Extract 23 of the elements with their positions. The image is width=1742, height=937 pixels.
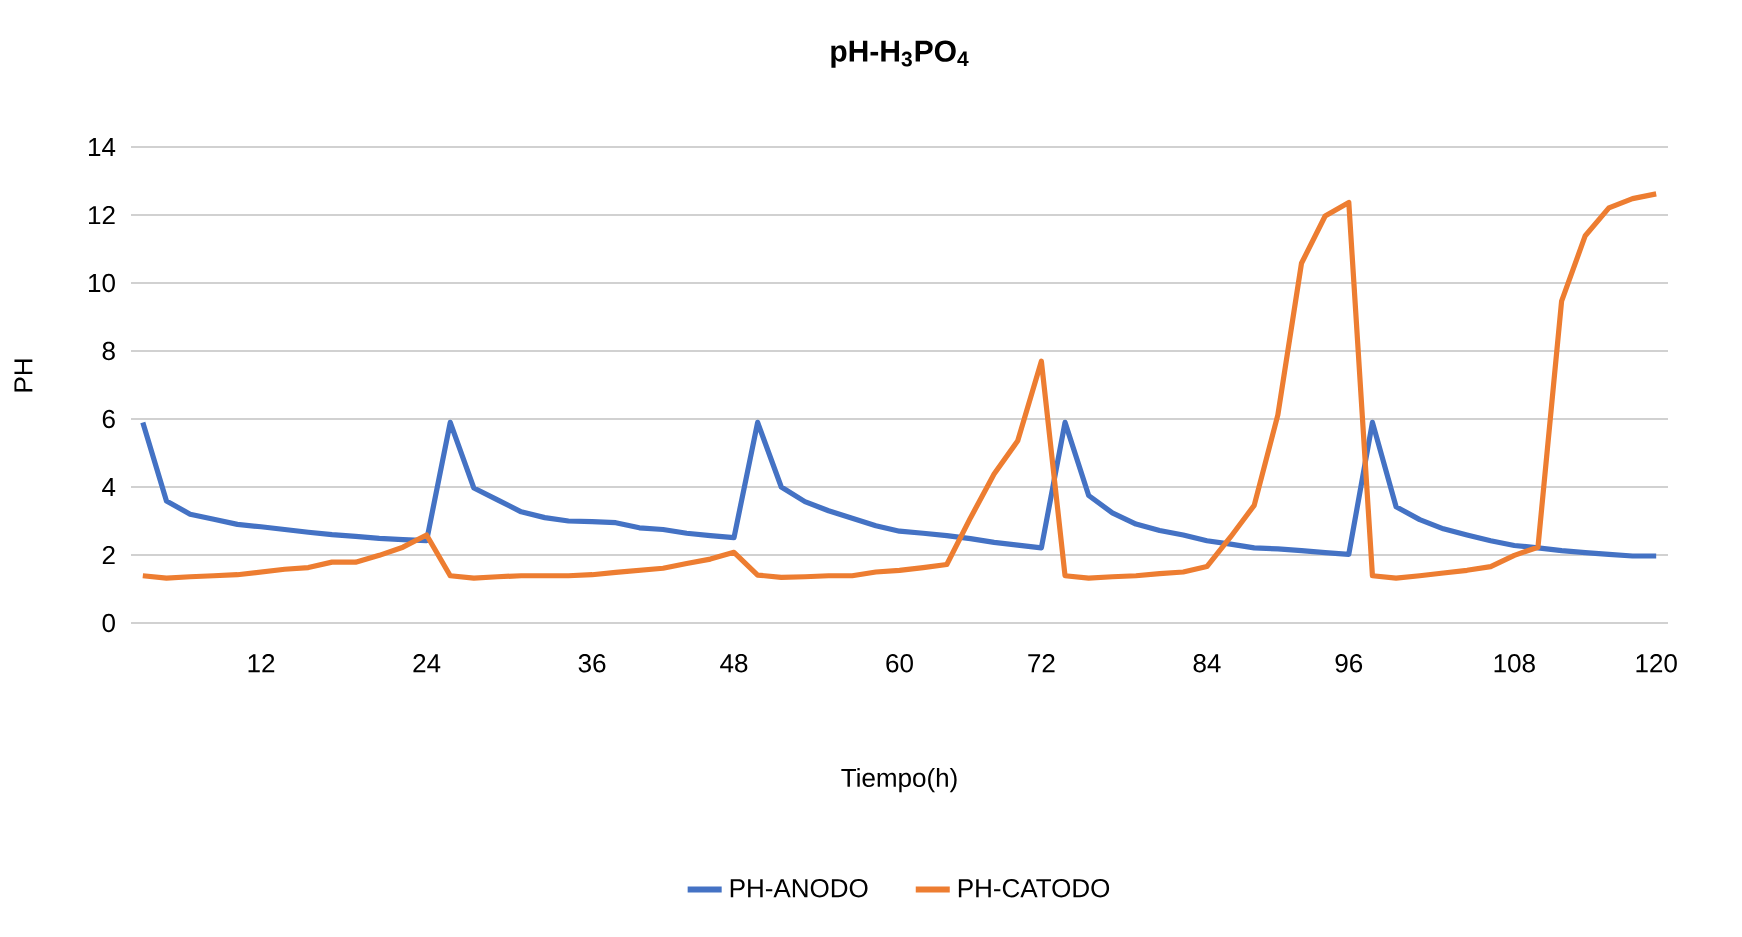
x-tick-label: 12 bbox=[248, 654, 275, 673]
y-tick-label: 0 bbox=[102, 613, 115, 633]
y-tick-label: 12 bbox=[89, 205, 115, 225]
y-tick-label: 10 bbox=[89, 273, 115, 293]
x-tick-label: 72 bbox=[1028, 654, 1055, 673]
x-tick-label: 96 bbox=[1335, 654, 1363, 673]
x-tick-label: 120 bbox=[1636, 654, 1677, 673]
x-tick-label: 60 bbox=[886, 654, 913, 673]
x-axis-title: Tiempo(h) bbox=[841, 767, 957, 793]
y-axis-title: PH bbox=[14, 359, 33, 392]
y-tick-label: 6 bbox=[102, 409, 115, 429]
y-tick-label: 4 bbox=[102, 478, 116, 496]
x-tick-label: 108 bbox=[1494, 654, 1535, 673]
x-tick-label: 24 bbox=[413, 654, 441, 673]
legend-label: PH-CATODO bbox=[958, 878, 1110, 898]
x-tick-label: 84 bbox=[1193, 654, 1221, 673]
x-tick-label: 36 bbox=[578, 654, 606, 673]
legend-label: PH-ANODO bbox=[730, 878, 868, 898]
y-tick-label: 14 bbox=[89, 138, 116, 156]
chart-title: pH-H$_{3}$PO$_{4}$ bbox=[831, 40, 969, 68]
y-tick-label: 8 bbox=[102, 341, 115, 361]
y-tick-label: 2 bbox=[102, 545, 115, 565]
x-tick-label: 48 bbox=[720, 654, 748, 673]
